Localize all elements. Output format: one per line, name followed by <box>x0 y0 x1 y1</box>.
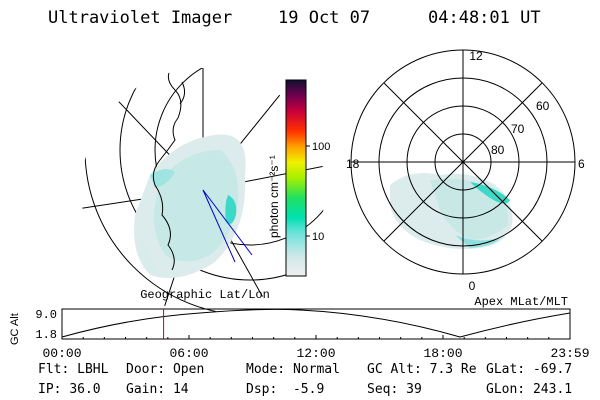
mlat-label-70: 70 <box>511 122 525 136</box>
geographic-map <box>81 68 325 312</box>
status-glon: GLon: 243.1 <box>486 382 573 397</box>
orbit-ytick-top: 9.0 <box>35 308 57 322</box>
colorbar <box>285 79 307 277</box>
orbit-xtick-label: 18:00 <box>423 346 462 361</box>
orbit-ylabel: GC Alt <box>9 313 21 345</box>
apex-map-label: Apex MLat/MLT <box>474 295 568 309</box>
orbit-xtick-label: 12:00 <box>296 346 335 361</box>
mlt-label-12: 12 <box>469 49 483 63</box>
mlt-label-6: 6 <box>578 157 585 171</box>
status-mode: Mode: Normal <box>246 362 340 377</box>
mlt-label-18: 18 <box>346 157 360 171</box>
status-dsp: Dsp: -5.9 <box>246 382 325 397</box>
orbit-xtick-label: 06:00 <box>169 346 208 361</box>
geo-map-label: Geographic Lat/Lon <box>140 288 270 302</box>
status-door: Door: Open <box>126 362 205 377</box>
date-label: 19 Oct 07 <box>278 8 371 28</box>
mlat-label-80: 80 <box>491 143 505 157</box>
instrument-title: Ultraviolet Imager <box>48 8 233 28</box>
colorbar-tick-100: 100 <box>312 141 330 153</box>
mlat-label-60: 60 <box>536 99 550 113</box>
apex-aurora <box>390 172 513 249</box>
orbit-xtick-label: 23:59 <box>550 346 589 361</box>
status-flt: Flt: LBHL <box>38 362 109 377</box>
geo-aurora <box>134 134 246 279</box>
orbit-xtick-label: 00:00 <box>42 346 81 361</box>
mlt-label-0: 0 <box>469 279 476 293</box>
status-gc-alt: GC Alt: 7.3 Re <box>367 362 477 377</box>
orbit-ytick-bottom: 1.8 <box>35 328 57 342</box>
status-ip: IP: 36.0 <box>38 382 101 397</box>
orbit-altitude-curve <box>61 308 571 338</box>
time-label: 04:48:01 UT <box>428 8 541 28</box>
status-glat: GLat: -69.7 <box>486 362 573 377</box>
geo-coastline <box>149 68 182 271</box>
apex-polar-plot <box>350 49 576 275</box>
colorbar-unit-label: photon cm⁻²s⁻¹ <box>267 155 281 238</box>
colorbar-tick-10: 10 <box>312 231 324 243</box>
status-seq: Seq: 39 <box>367 382 422 397</box>
orbit-plot <box>61 308 571 340</box>
status-gain: Gain: 14 <box>126 382 189 397</box>
